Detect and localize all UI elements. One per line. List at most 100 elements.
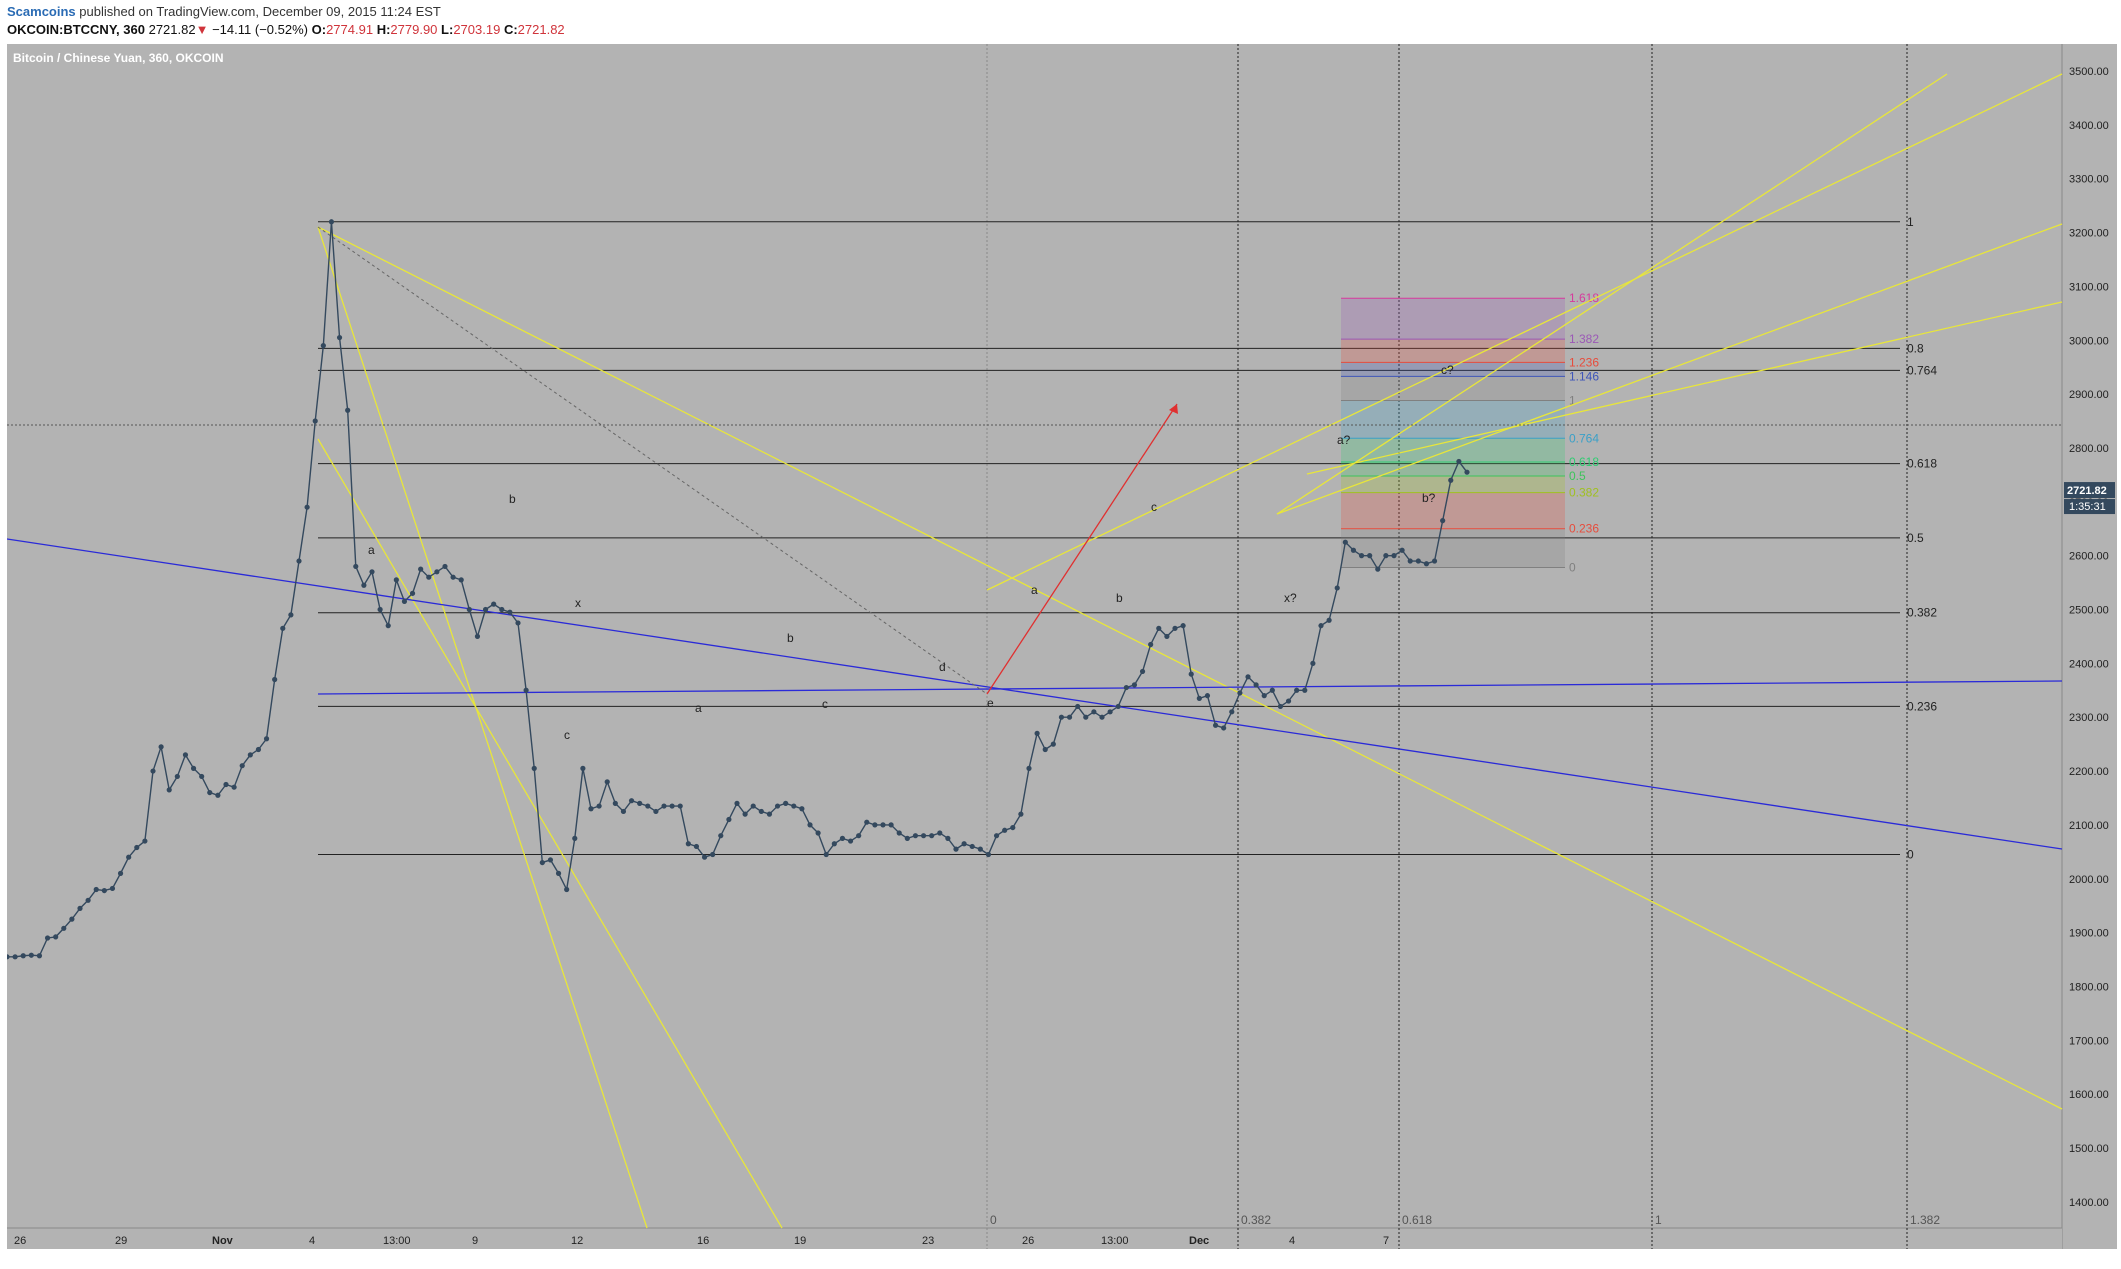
wave-label: a? xyxy=(1337,433,1351,447)
price-point xyxy=(701,854,708,860)
price-point xyxy=(166,787,172,793)
chart-area[interactable]: Bitcoin / Chinese Yuan, 360, OKCOIN 0 0.3… xyxy=(4,44,2117,1269)
x-tick-label: 4 xyxy=(309,1235,315,1247)
fib-extension-band xyxy=(1341,362,1565,377)
price-point xyxy=(653,808,659,815)
trend-line xyxy=(317,226,648,1229)
price-point xyxy=(491,601,497,607)
price-point xyxy=(1148,641,1154,648)
price-point xyxy=(596,803,602,809)
fib-level-label: 0.8 xyxy=(1907,341,1924,355)
price-point xyxy=(523,687,529,693)
price-point xyxy=(507,609,513,615)
fib-extension-band xyxy=(1341,400,1565,439)
price-point xyxy=(831,841,837,847)
wave-label: c xyxy=(822,697,828,711)
price-point xyxy=(28,952,34,958)
price-point xyxy=(1383,553,1389,559)
fib-level-label: 0.618 xyxy=(1907,457,1937,471)
fib-extension-band xyxy=(1341,376,1565,401)
price-point xyxy=(150,768,156,774)
price-point xyxy=(993,833,1000,839)
trend-line xyxy=(986,73,2063,591)
wave-label: b xyxy=(1116,591,1123,605)
price-point xyxy=(450,574,456,580)
time-axis[interactable] xyxy=(7,1228,2062,1249)
price-point xyxy=(418,566,424,572)
price-point xyxy=(710,851,716,858)
price-chart[interactable]: Bitcoin / Chinese Yuan, 360, OKCOIN 0 0.3… xyxy=(4,44,2117,1264)
price-point xyxy=(223,781,229,788)
x-tick-label: 7 xyxy=(1383,1235,1389,1247)
last-price-tag xyxy=(2064,482,2115,499)
price-point xyxy=(896,830,902,836)
fib-extension-label: 0.764 xyxy=(1569,431,1599,445)
price-point xyxy=(44,935,51,941)
price-point xyxy=(377,606,383,613)
fib-level-label: 0.236 xyxy=(1907,699,1937,713)
price-point xyxy=(474,633,481,640)
price-point xyxy=(1164,633,1170,640)
price-point xyxy=(539,859,545,866)
x-tick-label: 13:00 xyxy=(383,1235,411,1247)
y-tick-label: 2600.00 xyxy=(2069,551,2109,563)
price-point xyxy=(620,808,627,815)
x-tick-label: 16 xyxy=(697,1235,709,1247)
y-tick-label: 2200.00 xyxy=(2069,766,2109,778)
price-point xyxy=(864,819,870,825)
close-value: 2721.82 xyxy=(517,22,565,37)
price-point xyxy=(920,833,927,839)
price-axis[interactable] xyxy=(2062,44,2117,1249)
price-point xyxy=(1042,746,1048,753)
x-tick-label: 29 xyxy=(115,1235,127,1247)
time-fib-label: 0.618 xyxy=(1402,1213,1432,1227)
price-point xyxy=(572,835,578,841)
x-tick-label: Nov xyxy=(212,1235,234,1247)
fib-extension-label: 0.618 xyxy=(1569,455,1599,469)
trend-line xyxy=(1276,73,1948,515)
time-fib-label: 0 xyxy=(990,1213,997,1227)
price-point xyxy=(564,886,570,893)
wave-label: x? xyxy=(1284,591,1297,605)
price-point xyxy=(880,822,886,828)
x-tick-label: 13:00 xyxy=(1101,1235,1129,1247)
y-tick-label: 3500.00 xyxy=(2069,66,2109,78)
price-point xyxy=(482,606,489,613)
price-point xyxy=(361,582,367,588)
price-point xyxy=(1139,668,1146,675)
x-tick-label: 4 xyxy=(1289,1235,1295,1247)
price-point xyxy=(547,857,554,863)
wave-label: a xyxy=(1031,583,1038,597)
fib-extension-band xyxy=(1341,298,1565,340)
price-point xyxy=(158,744,164,750)
y-tick-label: 2300.00 xyxy=(2069,712,2109,724)
symbol-label: OKCOIN:BTCCNY, 360 xyxy=(7,22,145,37)
plot-background xyxy=(7,44,2062,1249)
price-point xyxy=(1358,553,1365,559)
fib-extension-band xyxy=(1341,461,1565,476)
price-point xyxy=(628,798,635,804)
x-tick-label: 26 xyxy=(14,1235,26,1247)
price-point xyxy=(742,811,748,817)
price-point xyxy=(466,606,472,613)
time-fib-label: 1.382 xyxy=(1910,1213,1940,1227)
low-value: 2703.19 xyxy=(453,22,501,37)
wave-label: d xyxy=(939,660,946,674)
price-point xyxy=(199,773,205,780)
price-point xyxy=(783,800,789,806)
fib-extension-band xyxy=(1341,438,1565,462)
author-link[interactable]: Scamcoins xyxy=(7,4,76,19)
trend-line xyxy=(317,680,2063,695)
price-point xyxy=(215,792,221,798)
price-point xyxy=(1204,693,1211,699)
wave-label: b? xyxy=(1422,491,1436,505)
price-point xyxy=(1399,547,1405,553)
price-point xyxy=(117,870,124,876)
price-point xyxy=(612,800,618,806)
price-point xyxy=(766,811,773,817)
price-point xyxy=(1058,714,1065,720)
price-point xyxy=(661,803,667,809)
price-point xyxy=(1407,558,1413,564)
price-point xyxy=(1237,690,1243,696)
wave-label: c xyxy=(1151,500,1157,514)
